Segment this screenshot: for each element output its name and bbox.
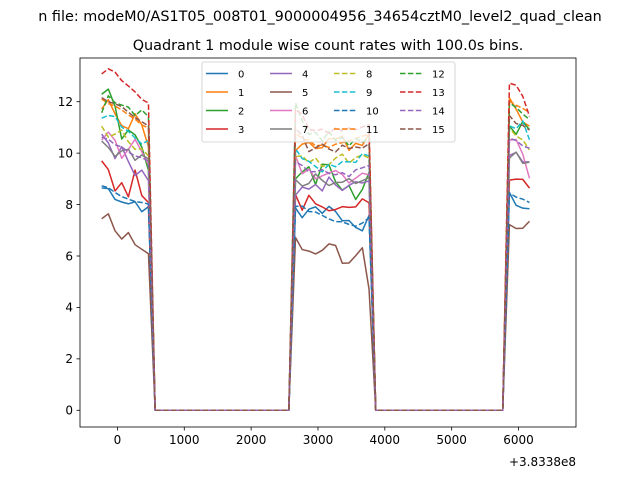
legend-label-0: 0: [238, 69, 244, 80]
chart-title: Quadrant 1 module wise count rates with …: [133, 38, 524, 54]
legend-label-10: 10: [366, 106, 379, 117]
y-tick-label: 2: [65, 352, 73, 366]
plot-frame: [79, 57, 577, 428]
legend-label-2: 2: [238, 106, 244, 117]
x-tick-label: 1000: [169, 433, 200, 447]
series-line-15: [101, 96, 530, 412]
y-tick-label: 12: [58, 95, 73, 109]
legend-label-8: 8: [366, 69, 372, 80]
legend-label-1: 1: [238, 88, 244, 99]
y-tick-label: 4: [65, 301, 73, 315]
x-tick-label: 2000: [236, 433, 267, 447]
legend-label-13: 13: [432, 88, 445, 99]
legend-label-9: 9: [366, 88, 372, 99]
x-axis-ticks: 0 1000 2000 3000 4000 5000 6000: [114, 427, 534, 447]
legend-label-5: 5: [302, 88, 308, 99]
legend-label-6: 6: [302, 106, 308, 117]
legend-label-12: 12: [432, 69, 445, 80]
y-tick-label: 0: [65, 404, 73, 418]
x-tick-label: 4000: [370, 433, 401, 447]
x-tick-label: 6000: [503, 433, 534, 447]
y-tick-label: 8: [65, 198, 73, 212]
x-axis-offset-label: +3.8338e8: [509, 455, 576, 469]
figure-suptitle: n file: modeM0/AS1T05_008T01_9000004956_…: [38, 9, 602, 25]
legend-label-11: 11: [366, 125, 379, 136]
legend-label-7: 7: [302, 125, 308, 136]
legend-box: [201, 61, 456, 143]
legend-label-15: 15: [432, 125, 445, 136]
y-tick-label: 10: [58, 146, 73, 160]
x-tick-label: 3000: [303, 433, 334, 447]
y-tick-label: 6: [65, 249, 73, 263]
y-axis-ticks: 0 2 4 6 8 10 12: [58, 95, 80, 418]
x-tick-label: 0: [114, 433, 122, 447]
plot-lines: [100, 68, 531, 412]
x-tick-label: 5000: [436, 433, 467, 447]
legend-label-3: 3: [238, 125, 244, 136]
legend-label-4: 4: [302, 69, 308, 80]
legend-label-14: 14: [432, 106, 445, 117]
